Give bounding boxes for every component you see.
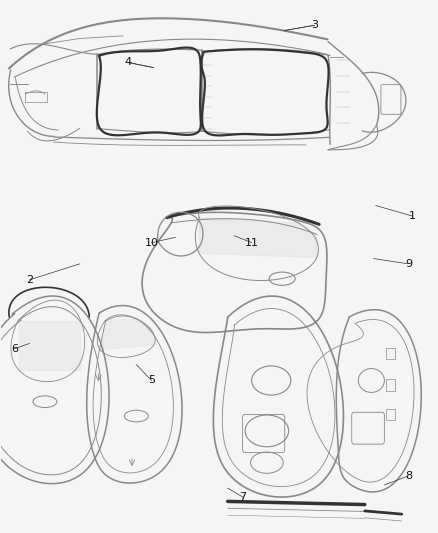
Text: 11: 11 (245, 238, 259, 248)
Bar (386, 379, 395, 391)
Text: 10: 10 (145, 238, 159, 248)
Text: 8: 8 (405, 471, 412, 481)
Bar (25, 92, 47, 102)
Text: 9: 9 (405, 259, 412, 269)
Polygon shape (99, 319, 157, 350)
Text: 1: 1 (409, 211, 416, 221)
Text: 2: 2 (26, 274, 33, 285)
Polygon shape (199, 217, 317, 257)
Text: 4: 4 (124, 58, 131, 67)
Polygon shape (19, 320, 80, 370)
Bar (386, 348, 395, 359)
Bar (386, 409, 395, 420)
Text: 3: 3 (311, 20, 318, 30)
Text: 5: 5 (148, 375, 155, 385)
Text: 7: 7 (240, 492, 247, 502)
Text: 6: 6 (11, 344, 18, 354)
